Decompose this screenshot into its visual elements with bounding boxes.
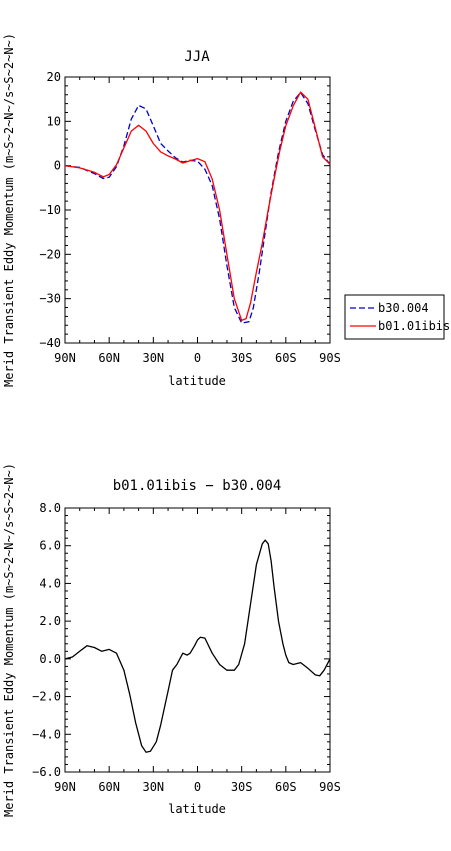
top-series-lines: [64, 91, 331, 324]
bottom-series-lines: [64, 539, 331, 753]
top-y-axis-title: Merid Transient Eddy Momentum (m~S~2~N~/…: [2, 33, 16, 387]
top-series-line-b30-004: [64, 91, 331, 324]
y-tick-label: 6.0: [39, 539, 61, 553]
y-tick-label: −30: [39, 292, 61, 306]
x-tick-label: 60N: [98, 780, 120, 794]
y-tick-label: 10: [47, 114, 61, 128]
x-tick-label: 0: [194, 351, 201, 365]
y-tick-label: 0: [54, 159, 61, 173]
bottom-x-axis-title: latitude: [168, 802, 226, 816]
y-tick-label: −2.0: [32, 690, 61, 704]
top-x-axis-title: latitude: [168, 374, 226, 388]
x-tick-label: 60S: [275, 780, 297, 794]
x-tick-label: 90S: [319, 780, 341, 794]
top-plot-frame: [64, 76, 331, 344]
top-series-line-b01-01ibis: [64, 91, 331, 322]
x-tick-label: 30N: [142, 780, 164, 794]
top-chart-panel: JJA 90N 60N 30N 0 30S 60S 90S −40 −30 −20 −10 0 10 2…: [2, 33, 450, 388]
bottom-y-axis-title: Merid Transient Eddy Momentum (m~S~2~N~/…: [2, 463, 16, 817]
y-tick-label: 0.0: [39, 652, 61, 666]
x-tick-label: 90N: [54, 351, 76, 365]
bottom-series-line-difference: [64, 539, 331, 753]
x-tick-label: 90N: [54, 780, 76, 794]
top-chart-title: JJA: [184, 49, 210, 65]
x-tick-label: 60N: [98, 351, 120, 365]
x-tick-label: 0: [194, 780, 201, 794]
y-tick-label: −20: [39, 247, 61, 261]
y-tick-label: −40: [39, 336, 61, 350]
y-tick-label: 8.0: [39, 501, 61, 515]
legend-label-b30-004: b30.004: [378, 301, 429, 315]
y-tick-label: 4.0: [39, 576, 61, 590]
bottom-chart-title: b01.01ibis − b30.004: [113, 478, 282, 494]
y-tick-label: 20: [47, 70, 61, 84]
bottom-x-ticks: 90N 60N 30N 0 30S 60S 90S: [54, 508, 341, 794]
x-tick-label: 60S: [275, 351, 297, 365]
top-y-ticks: −40 −30 −20 −10 0 10 20: [39, 70, 330, 350]
legend-label-b01-01ibis: b01.01ibis: [378, 319, 450, 333]
y-tick-label: −4.0: [32, 727, 61, 741]
x-tick-label: 90S: [319, 351, 341, 365]
y-tick-label: 2.0: [39, 614, 61, 628]
legend-box: [344, 294, 445, 340]
top-x-ticks: 90N 60N 30N 0 30S 60S 90S: [54, 77, 341, 365]
x-tick-label: 30S: [231, 780, 253, 794]
x-tick-label: 30S: [231, 351, 253, 365]
bottom-chart-panel: b01.01ibis − b30.004 90N 60N 30N 0 30S 60S 90S…: [2, 463, 341, 817]
y-tick-label: −10: [39, 203, 61, 217]
bottom-y-ticks: −6.0 −4.0 −2.0 0.0 2.0 4.0 6.0 8.0: [32, 501, 330, 779]
x-tick-label: 30N: [142, 351, 164, 365]
y-tick-label: −6.0: [32, 765, 61, 779]
top-chart-legend: b30.004 b01.01ibis: [344, 294, 450, 340]
